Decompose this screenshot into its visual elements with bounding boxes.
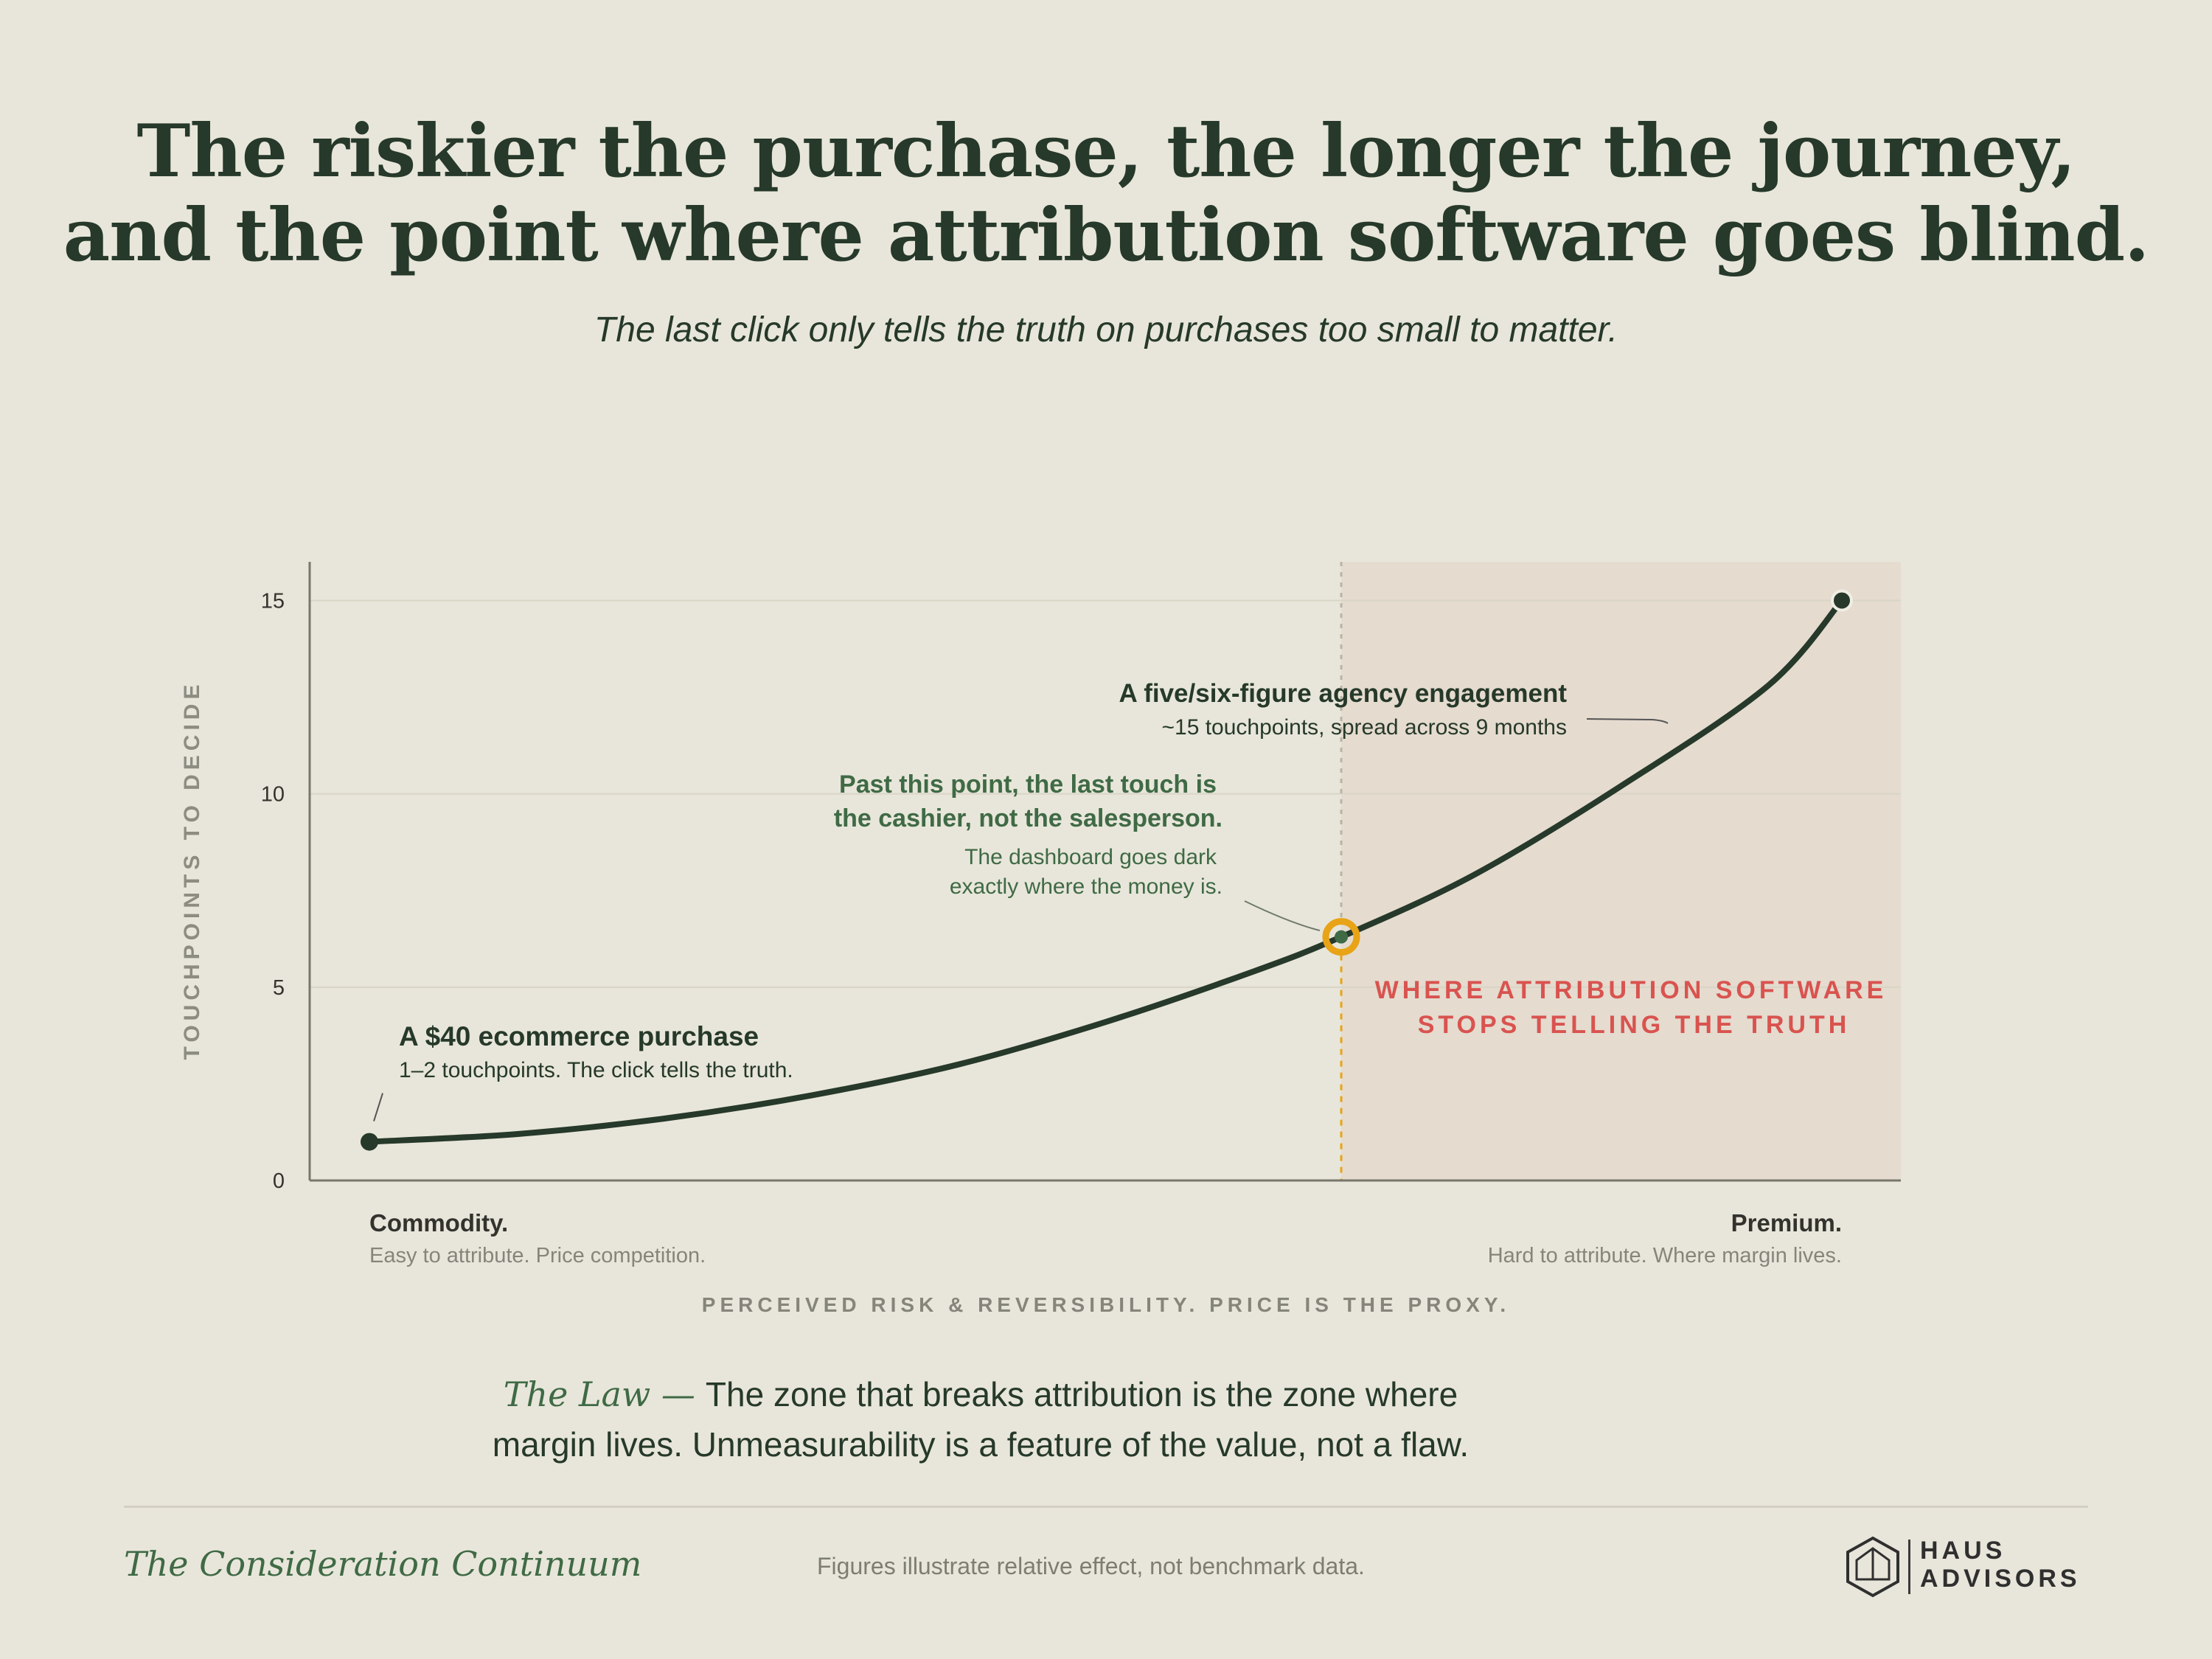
- law-line-1: The Law — The zone that breaks attributio…: [0, 1374, 1961, 1414]
- zone-label-line-1: WHERE ATTRIBUTION SOFTWARE: [1375, 976, 1888, 1004]
- y-tick-labels: 0 5 10 15: [261, 589, 285, 1193]
- y-axis-label: TOUCHPOINTS TO DECIDE: [180, 681, 204, 1060]
- grid-lines: [310, 599, 1901, 988]
- leader-line-premium: [1586, 718, 1669, 724]
- threshold-marker-dot: [1335, 930, 1349, 944]
- haus-advisors-logo: HAUS ADVISORS: [1843, 1535, 2094, 1601]
- annotation-commodity-note: 1–2 touchpoints. The click tells the tru…: [399, 1058, 793, 1082]
- x-right-label: Premium.: [1731, 1209, 1842, 1237]
- annotation-threshold-title-2: the cashier, not the salesperson.: [834, 804, 1222, 832]
- annotation-premium-title: A five/six-figure agency engagement: [1119, 679, 1568, 708]
- y-tick-label-15: 15: [261, 589, 285, 613]
- x-left-sublabel: Easy to attribute. Price competition.: [369, 1244, 706, 1267]
- law-text-1: The zone that breaks attribution is the …: [705, 1375, 1458, 1413]
- x-axis-label: PERCEIVED RISK & REVERSIBILITY. PRICE IS…: [702, 1293, 1510, 1316]
- footer-divider: [124, 1506, 2088, 1508]
- logo-word-advisors: ADVISORS: [1920, 1565, 2081, 1593]
- leader-line-threshold: [1244, 900, 1321, 931]
- annotation-threshold-note-1: The dashboard goes dark: [964, 845, 1217, 869]
- series-line: [366, 597, 1845, 1145]
- logo-divider: [1908, 1540, 1910, 1594]
- annotation-threshold-note-2: exactly where the money is.: [950, 874, 1222, 899]
- y-tick-label-5: 5: [273, 976, 285, 1000]
- law-label: The Law —: [503, 1374, 695, 1414]
- y-tick-label-10: 10: [261, 783, 285, 807]
- footer-note: Figures illustrate relative effect, not …: [817, 1553, 1365, 1579]
- law-line-2: margin lives. Unmeasurability is a featu…: [492, 1425, 1470, 1464]
- annotation-threshold-title-1: Past this point, the last touch is: [839, 771, 1217, 799]
- x-right-sublabel: Hard to attribute. Where margin lives.: [1488, 1244, 1842, 1267]
- leader-line-commodity: [373, 1093, 383, 1121]
- threshold-marker-ring: [1322, 918, 1360, 956]
- chart-title-line-2: and the point where attribution software…: [63, 193, 2149, 278]
- commodity-point: [361, 1133, 378, 1151]
- y-tick-label-0: 0: [273, 1169, 285, 1193]
- house-hexagon-icon: [1846, 1536, 1899, 1598]
- annotation-commodity-title: A $40 ecommerce purchase: [399, 1021, 759, 1051]
- footer-title: The Consideration Continuum: [124, 1544, 642, 1584]
- logo-word-haus: HAUS: [1920, 1537, 2006, 1565]
- x-left-label: Commodity.: [369, 1209, 508, 1237]
- chart-subtitle: The last click only tells the truth on p…: [594, 310, 1618, 349]
- zone-label-line-2: STOPS TELLING THE TRUTH: [1418, 1011, 1851, 1039]
- premium-point: [1831, 589, 1853, 612]
- chart-title-line-1: The riskier the purchase, the longer the…: [136, 109, 2076, 194]
- annotation-premium-note: ~15 touchpoints, spread across 9 months: [1162, 715, 1568, 740]
- attribution-blind-zone: [1341, 562, 1901, 1180]
